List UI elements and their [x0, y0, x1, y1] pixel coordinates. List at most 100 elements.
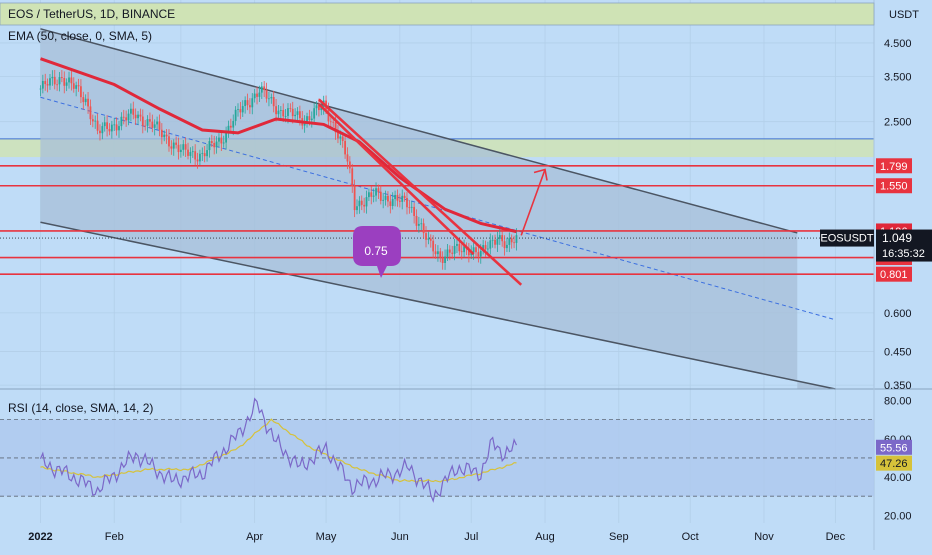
candle-body — [401, 195, 404, 202]
candle-body — [458, 243, 461, 252]
candle-body — [170, 146, 173, 149]
trendline[interactable] — [318, 98, 523, 286]
ema-indicator-label[interactable]: EMA (50, close, 0, SMA, 5) — [8, 29, 152, 43]
price-tick-label: 0.350 — [884, 380, 912, 392]
rsi-value-tag-bg — [876, 439, 912, 455]
candle-body — [308, 116, 311, 121]
candle-body — [75, 85, 78, 89]
candle-body — [448, 249, 451, 253]
candle-body — [356, 206, 358, 211]
candle-body — [472, 247, 475, 253]
rsi-tick-label: 80.00 — [884, 395, 912, 407]
trendlines[interactable] — [318, 98, 523, 286]
candle-body — [320, 107, 323, 111]
candle-body — [470, 252, 473, 256]
candle-body — [44, 80, 47, 85]
candle-body — [415, 215, 418, 226]
candle-body — [422, 223, 425, 234]
candle-body — [515, 235, 518, 243]
candle-body — [456, 243, 458, 246]
candle-body — [289, 108, 292, 109]
candle-body — [127, 113, 130, 121]
rsi-value-tag-bg — [876, 455, 912, 471]
candle-body — [475, 247, 477, 253]
projection-arrow[interactable] — [520, 168, 548, 236]
candle-body — [63, 78, 66, 86]
annotation-bubble — [353, 226, 401, 278]
candle-body — [446, 249, 449, 257]
candle-body — [413, 206, 416, 216]
candle-body — [199, 153, 201, 162]
candle-body — [298, 111, 301, 119]
candle-body — [91, 119, 94, 122]
candle-body — [484, 245, 487, 250]
candle-body — [134, 114, 137, 119]
candle-body — [439, 251, 442, 258]
candlestick-series — [39, 69, 518, 270]
candle-body — [425, 233, 427, 240]
candle-body — [203, 153, 206, 157]
candle-body — [72, 83, 75, 89]
candle-body — [139, 114, 142, 117]
candle-body — [351, 168, 354, 187]
candle-body — [382, 199, 385, 201]
candle-body — [51, 76, 54, 79]
candle-body — [256, 93, 258, 97]
candle-body — [215, 141, 218, 148]
candle-body — [379, 191, 382, 201]
candle-body — [218, 137, 220, 142]
time-tick-label: Jun — [391, 531, 409, 543]
last-price-value-tag — [876, 229, 932, 262]
candle-body — [227, 125, 230, 132]
candle-body — [53, 76, 56, 85]
candle-body — [291, 108, 294, 117]
candle-body — [132, 108, 135, 115]
candle-body — [151, 121, 154, 128]
candle-body — [244, 100, 247, 107]
candle-body — [498, 235, 501, 239]
candle-body — [108, 128, 111, 132]
candle-body — [375, 188, 377, 196]
candle-body — [313, 108, 316, 119]
rsi-line[interactable] — [39, 397, 518, 503]
time-tick-label: Jul — [464, 531, 478, 543]
symbol-title[interactable]: EOS / TetherUS, 1D, BINANCE — [8, 7, 175, 21]
candle-body — [153, 124, 156, 128]
arrow-shaft — [520, 169, 546, 236]
annotation-text: 0.75 — [364, 244, 388, 258]
candle-body — [427, 238, 430, 240]
horizontal-levels[interactable] — [0, 164, 874, 275]
rsi-value-tags: 55.56 47.26 — [876, 439, 912, 471]
candle-body — [353, 186, 356, 211]
candle-body — [115, 124, 118, 131]
candle-body — [232, 120, 235, 128]
candle-body — [191, 151, 194, 153]
rsi-ma-line[interactable] — [40, 418, 517, 483]
candle-body — [389, 201, 392, 207]
candle-body — [101, 126, 104, 134]
level-tag-label: 0.801 — [880, 269, 908, 281]
price-annotation[interactable]: 0.75 — [353, 226, 401, 278]
level-tag-label: 1.799 — [880, 161, 908, 173]
candle-body — [99, 130, 101, 134]
candle-body — [229, 125, 232, 128]
ema-line[interactable] — [40, 57, 517, 234]
candle-body — [253, 93, 256, 99]
candle-body — [391, 199, 394, 207]
last-price-tag: EOSUSDT 1.049 16:35:32 — [820, 229, 932, 262]
candle-body — [453, 245, 456, 254]
channel-midline — [40, 96, 836, 321]
candle-body — [137, 114, 139, 119]
candle-body — [70, 77, 73, 84]
candle-body — [279, 110, 282, 111]
candle-body — [234, 109, 237, 121]
time-axis-labels[interactable]: 2022 Feb Apr May Jun Jul Aug Sep Oct Nov Dec — [28, 531, 845, 543]
last-price-symbol-tag — [820, 229, 874, 247]
channel-upper-line[interactable] — [40, 28, 798, 234]
channel-lower-line[interactable] — [40, 221, 836, 390]
trendline[interactable] — [318, 103, 475, 256]
candle-body — [177, 144, 180, 153]
candle-body — [365, 197, 368, 207]
rsi-indicator-label[interactable]: RSI (14, close, SMA, 14, 2) — [8, 401, 153, 415]
